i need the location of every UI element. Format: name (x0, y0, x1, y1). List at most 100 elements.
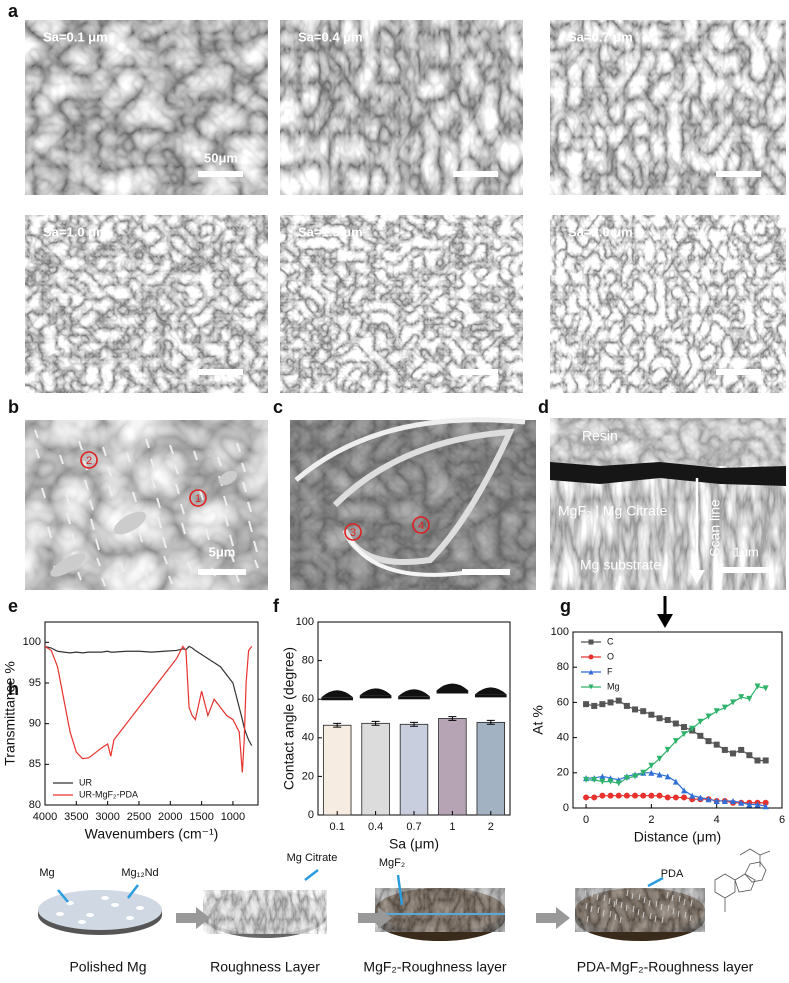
y-axis-label: Transmittance % (2, 661, 18, 766)
panel-label: d (538, 397, 549, 417)
panel-label: e (8, 596, 18, 616)
point (689, 792, 696, 799)
particle (180, 503, 185, 515)
marker-label: 3 (350, 527, 356, 539)
point (599, 792, 606, 799)
pda-strand (590, 905, 593, 913)
point (623, 702, 630, 709)
callout-label: Mg Citrate (287, 852, 338, 864)
point (672, 720, 679, 727)
point (672, 738, 679, 745)
scale-bar (453, 171, 498, 177)
callout-line (127, 884, 139, 899)
particle (66, 512, 71, 525)
step-label: MgF₂-Roughness layer (363, 959, 506, 975)
x-axis-label: Distance (μm) (634, 829, 721, 845)
legend-label: UR (79, 777, 92, 787)
callout-label: PDA (661, 868, 684, 880)
point (623, 775, 630, 782)
x-tick-label: 2000 (158, 811, 182, 823)
particle (83, 460, 88, 471)
point (615, 792, 622, 799)
bar (438, 718, 467, 816)
scale-bar (453, 369, 498, 375)
point (689, 725, 696, 732)
point (713, 708, 720, 715)
point (607, 699, 614, 706)
particle (174, 464, 179, 475)
disc-top (38, 890, 162, 930)
error-bar (486, 719, 495, 725)
pda-strand (608, 897, 611, 905)
precipitate (136, 906, 144, 910)
pda-strand (584, 889, 587, 897)
image-label: Sa=2.0 μm (568, 224, 633, 239)
particle (205, 528, 210, 541)
pda-strand (672, 907, 675, 915)
crack-edge (332, 428, 515, 565)
scale-bar-label: 1μm (733, 544, 759, 559)
panel-label: b (8, 397, 19, 417)
error-bar (448, 716, 457, 721)
link-arrow-head (657, 614, 673, 628)
pda-strand (642, 911, 645, 919)
x-tick-label: 4 (714, 814, 720, 826)
x-tick-label: 6 (779, 814, 785, 826)
particle (248, 520, 253, 533)
particle (242, 481, 247, 493)
point (632, 773, 639, 780)
crack-edge (348, 538, 471, 577)
y-tick-label: 20 (557, 767, 569, 779)
point (721, 797, 728, 804)
pda-strand (649, 912, 652, 920)
point (754, 757, 761, 764)
precipitate (78, 920, 86, 924)
point (599, 778, 606, 785)
point (632, 706, 639, 713)
bar (399, 723, 429, 816)
legend-label: Mg (607, 681, 620, 691)
x-tick-label: 2 (488, 821, 494, 833)
particle (34, 429, 39, 439)
scale-bar (716, 369, 761, 375)
bar (322, 724, 352, 816)
droplet-base (398, 696, 430, 700)
point (648, 711, 655, 718)
legend-label: O (607, 651, 614, 661)
y-tick-label: 90 (29, 718, 41, 730)
point (705, 713, 712, 720)
particle (162, 536, 167, 549)
point (713, 741, 720, 748)
pda-strand (648, 899, 651, 907)
disc-texture (203, 890, 327, 934)
y-axis-label: At % (530, 705, 546, 735)
process-arrow (358, 907, 392, 929)
point (672, 794, 679, 801)
particle (35, 448, 40, 459)
pda-strand (654, 915, 657, 923)
panel-label: f (273, 596, 280, 616)
marker-circle (344, 523, 362, 541)
pda-strand (683, 898, 686, 906)
step-label: PDA-MgF₂-Roughness layer (577, 959, 754, 975)
y-tick-label: 40 (302, 732, 314, 744)
legend-label: UR-MgF₂-PDA (79, 789, 138, 799)
point (664, 717, 671, 723)
crack-edge (294, 417, 526, 482)
sem-image (25, 215, 268, 393)
pda-strand (613, 900, 616, 908)
point (588, 684, 594, 690)
x-tick-label: 1 (449, 821, 455, 833)
point (588, 639, 594, 645)
marker-circle (80, 451, 98, 469)
point (664, 746, 671, 753)
process-arrow (176, 907, 210, 929)
sem-image (280, 215, 523, 393)
point (681, 724, 688, 731)
pda-strand (596, 893, 599, 901)
point (697, 794, 704, 801)
pda-strand (638, 893, 641, 901)
precipitate (86, 913, 94, 917)
point (656, 715, 663, 722)
